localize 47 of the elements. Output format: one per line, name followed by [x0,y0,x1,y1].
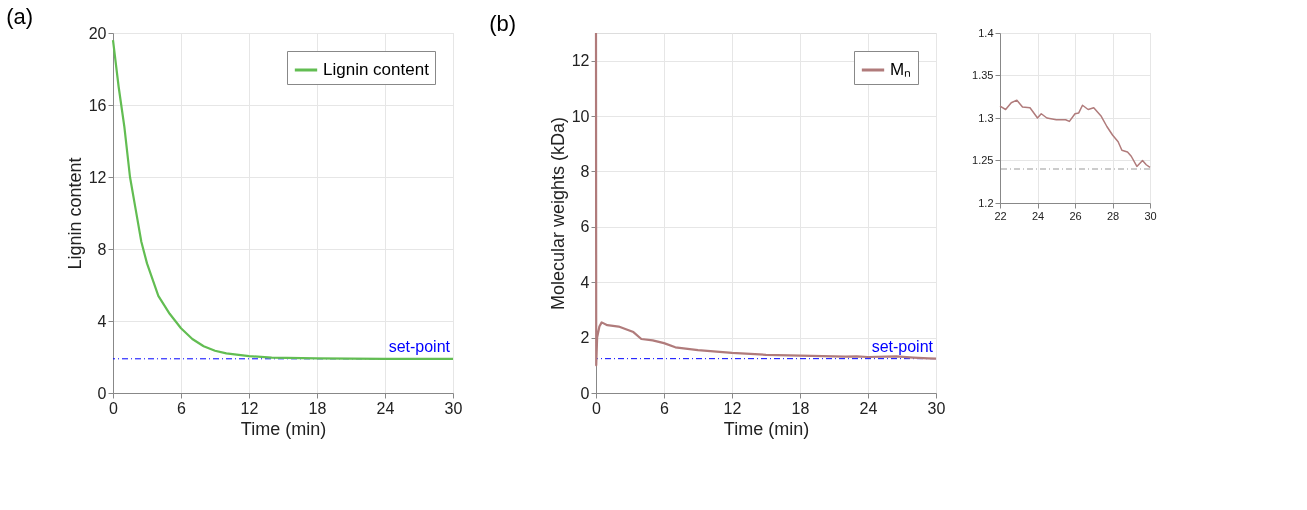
y-tick-label: 1.35 [972,69,994,81]
y-tick-label: 12 [571,52,590,70]
x-axis-title: Time (min) [723,418,810,439]
y-tick-label: 1.2 [978,196,994,209]
y-tick-label: 4 [97,312,107,330]
y-tick-label: 0 [580,384,590,402]
y-tick-label: 0 [97,384,107,402]
x-tick-label: 22 [994,209,1007,222]
x-tick-label: 24 [376,399,395,417]
y-tick-label: 16 [88,96,107,114]
y-tick-label: 20 [88,24,107,42]
line-series [594,31,938,367]
ref-line-label: set-point [388,337,451,355]
y-tick-label: 1.4 [978,26,994,39]
y-tick-label: 1.25 [972,154,994,166]
y-tick-label: 10 [571,107,590,125]
chart-title: (b) [489,10,517,36]
x-tick-label: 24 [1031,209,1045,222]
x-tick-label: 6 [660,399,670,417]
x-tick-label: 30 [444,399,463,417]
legend-label: Mₙ [890,60,912,79]
x-tick-label: 6 [177,399,187,417]
x-tick-label: 24 [859,399,878,417]
x-tick-label: 28 [1106,209,1120,222]
line-series [999,99,1151,169]
chart-title: (a) [6,4,34,29]
y-axis-title: Lignin content [64,157,85,270]
x-tick-label: 0 [109,399,119,417]
y-tick-label: 8 [580,162,590,180]
y-tick-label: 4 [580,273,590,291]
x-tick-label: 18 [791,399,810,417]
x-tick-label: 0 [592,399,602,417]
y-tick-label: 1.3 [978,111,994,124]
y-tick-label: 12 [88,168,107,186]
y-tick-label: 2 [580,329,590,347]
x-axis-title: Time (min) [240,418,327,439]
x-tick-label: 26 [1069,209,1082,222]
x-tick-label: 12 [723,399,742,417]
line-series [111,39,455,360]
x-tick-label: 12 [240,399,259,417]
y-axis-title: Molecular weights (kDa) [547,116,568,311]
y-tick-label: 8 [97,240,107,258]
x-tick-label: 18 [308,399,327,417]
x-tick-label: 30 [927,399,946,417]
ref-line-label: set-point [871,337,934,355]
x-tick-label: 30 [1144,209,1157,222]
legend-label: Lignin content [323,60,430,79]
